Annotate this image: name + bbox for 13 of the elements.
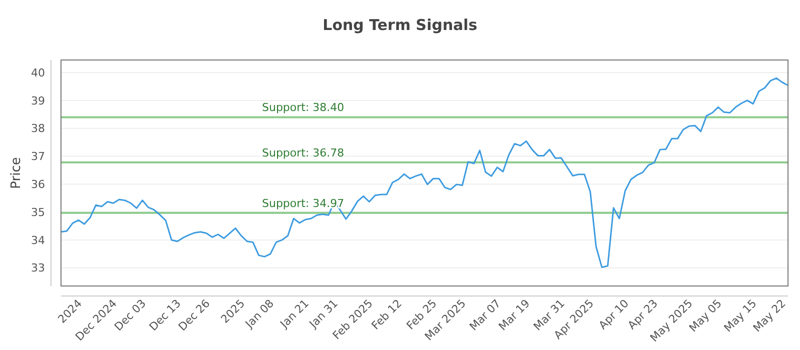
y-tick-label: 34	[31, 234, 45, 247]
ref-line-label: Support: 36.78	[262, 146, 344, 160]
chart-title: Long Term Signals	[322, 16, 478, 34]
y-tick-label: 35	[31, 206, 45, 219]
ref-line-label: Support: 38.40	[262, 101, 344, 114]
y-tick-label: 33	[31, 262, 45, 275]
y-tick-label: 40	[31, 66, 45, 80]
y-tick-label: 36	[31, 178, 45, 192]
y-tick-label: 39	[31, 94, 45, 108]
y-axis-title: Price	[9, 157, 24, 189]
y-tick-label: 37	[31, 150, 45, 164]
line-series	[60, 77, 789, 268]
y-tick-label: 38	[31, 122, 45, 136]
